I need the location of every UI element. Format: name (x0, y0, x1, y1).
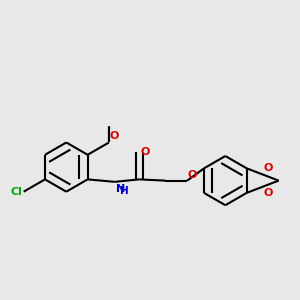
Text: O: O (188, 170, 197, 180)
Text: N: N (116, 184, 126, 194)
Text: methoxy: methoxy (92, 113, 126, 122)
Text: methoxy: methoxy (92, 113, 126, 122)
Text: O: O (141, 147, 150, 157)
Text: O: O (264, 163, 273, 173)
Text: O: O (110, 131, 119, 142)
Text: H: H (120, 186, 129, 196)
Bar (88, 111, 129, 124)
Text: O: O (264, 188, 273, 198)
Text: Cl: Cl (10, 187, 22, 197)
Text: methoxy: methoxy (92, 113, 126, 122)
